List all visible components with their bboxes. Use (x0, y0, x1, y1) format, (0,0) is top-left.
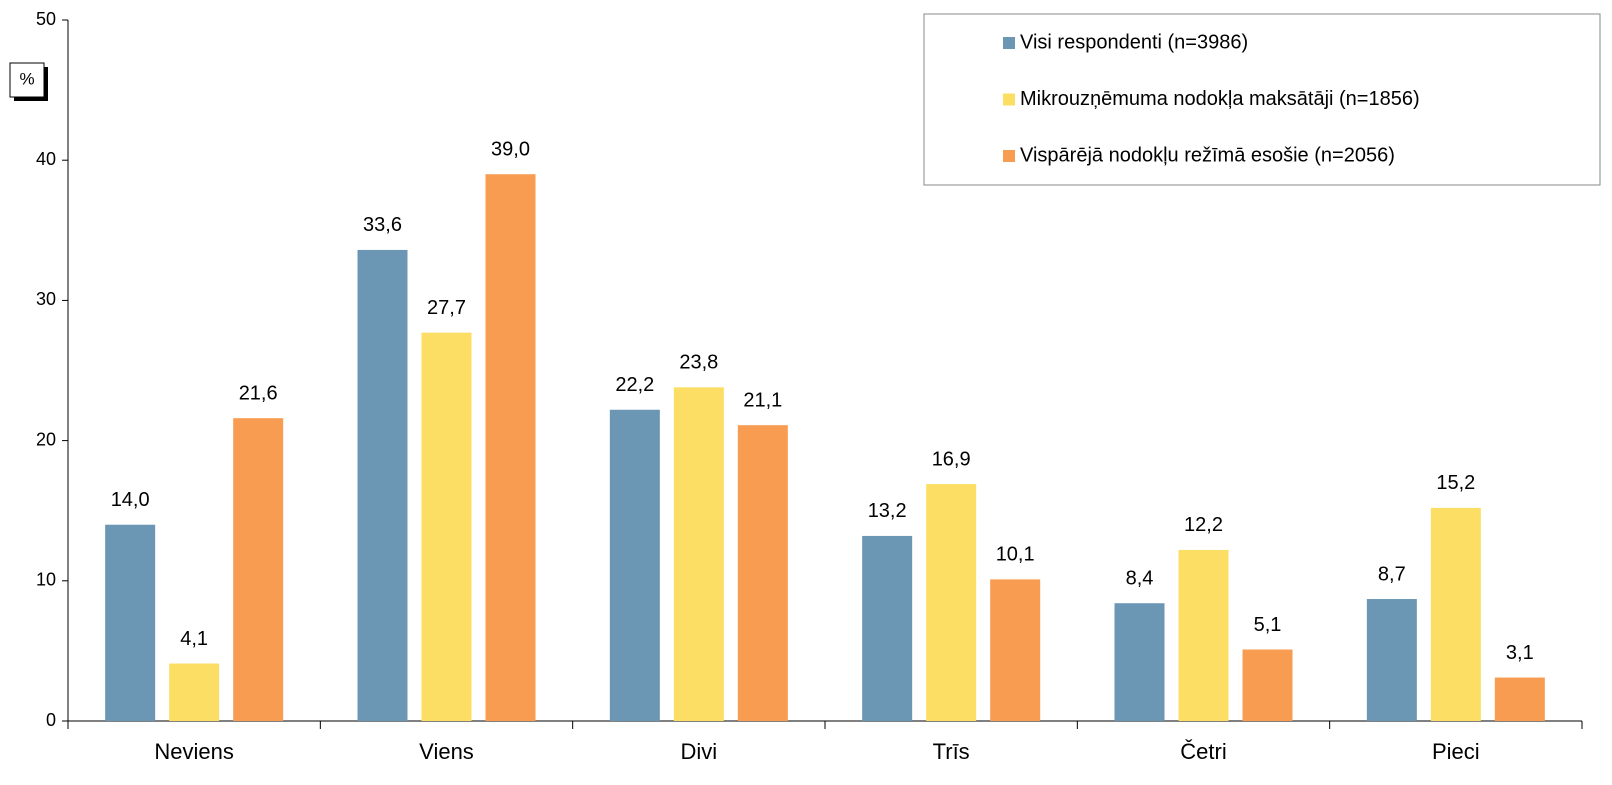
bar (357, 249, 408, 722)
value-label: 4,1 (180, 628, 208, 650)
bar (673, 387, 724, 721)
y-tick-label: 40 (36, 149, 56, 169)
x-tick-label: Četri (1180, 739, 1226, 764)
bar (1114, 603, 1165, 721)
y-tick-label: 30 (36, 289, 56, 309)
value-label: 8,7 (1378, 563, 1406, 585)
y-tick-label: 50 (36, 9, 56, 29)
x-tick-label: Divi (680, 739, 717, 764)
y-unit-label: % (19, 69, 34, 88)
bar (105, 524, 156, 721)
value-label: 21,1 (743, 389, 782, 411)
x-tick-label: Trīs (933, 739, 970, 764)
value-label: 12,2 (1184, 514, 1223, 536)
value-label: 15,2 (1436, 472, 1475, 494)
value-label: 22,2 (615, 374, 654, 396)
bar (990, 579, 1041, 721)
value-label: 3,1 (1506, 642, 1534, 664)
bar (1430, 507, 1481, 721)
value-label: 16,9 (932, 448, 971, 470)
x-tick-label: Neviens (154, 739, 233, 764)
bar (169, 663, 220, 721)
value-label: 33,6 (363, 214, 402, 236)
bar (1242, 649, 1293, 721)
value-label: 39,0 (491, 139, 530, 161)
legend-swatch (1003, 93, 1015, 106)
legend-box (923, 13, 1601, 186)
value-label: 21,6 (239, 382, 278, 404)
x-tick-label: Pieci (1432, 739, 1480, 764)
legend-swatch (1003, 150, 1015, 162)
value-label: 23,8 (679, 352, 718, 374)
value-label: 27,7 (427, 297, 466, 319)
bar (233, 418, 284, 721)
legend-label: Visi respondenti (n=3986) (1020, 31, 1248, 53)
x-tick-label: Viens (419, 739, 474, 764)
bar (485, 174, 536, 722)
value-label: 8,4 (1126, 568, 1154, 590)
bar (862, 535, 913, 721)
legend-label: Mikrouzņēmuma nodokļa maksātāji (n=1856) (1020, 88, 1420, 110)
value-label: 14,0 (111, 489, 150, 511)
legend-swatch (1003, 37, 1015, 49)
value-label: 5,1 (1254, 614, 1282, 636)
bar (421, 332, 472, 721)
bar (737, 425, 788, 721)
value-label: 10,1 (996, 544, 1035, 566)
y-tick-label: 10 (36, 570, 56, 590)
bar (609, 409, 660, 721)
value-label: 13,2 (868, 500, 907, 522)
y-tick-label: 0 (46, 710, 56, 730)
unit-box (9, 62, 45, 98)
y-tick-label: 20 (36, 429, 56, 449)
bar (1178, 549, 1229, 721)
bar (1494, 677, 1545, 721)
legend-label: Vispārējā nodokļu režīmā esošie (n=2056) (1020, 144, 1395, 166)
bar (926, 484, 977, 721)
bar (1366, 599, 1417, 721)
